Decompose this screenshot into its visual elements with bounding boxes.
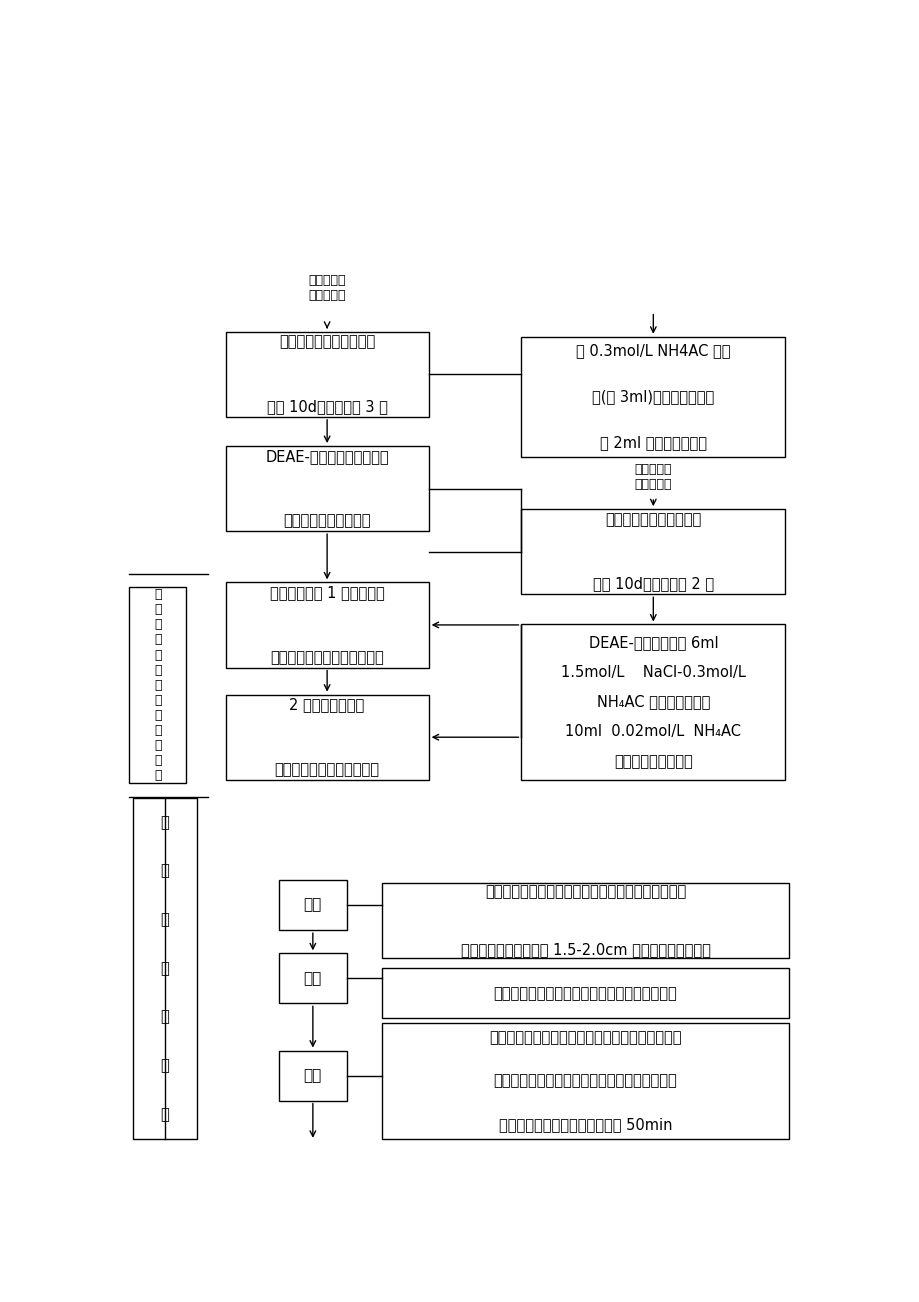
Text: 纤: 纤 bbox=[160, 913, 169, 927]
Text: DEAE-纤维素柱先用 6ml: DEAE-纤维素柱先用 6ml bbox=[588, 635, 718, 651]
Text: 换: 换 bbox=[153, 634, 162, 647]
Text: 1.5mol/L    NaCl-0.3mol/L: 1.5mol/L NaCl-0.3mol/L bbox=[561, 665, 745, 680]
Text: 维: 维 bbox=[160, 961, 169, 975]
Bar bbox=[521, 625, 784, 780]
Bar bbox=[132, 798, 197, 1139]
Text: 醋: 醋 bbox=[160, 815, 169, 829]
Text: 电泳: 电泳 bbox=[303, 1068, 322, 1083]
Text: 素: 素 bbox=[160, 1009, 169, 1025]
Text: 可直接用于纯化清蛋白: 可直接用于纯化清蛋白 bbox=[283, 513, 370, 529]
Text: 磺基水杨酸
检测蛋白质: 磺基水杨酸 检测蛋白质 bbox=[634, 464, 672, 491]
Text: 用 0.3mol/L NH4AC 缓冲: 用 0.3mol/L NH4AC 缓冲 bbox=[575, 344, 730, 358]
Text: 再: 再 bbox=[153, 664, 162, 677]
Text: 度: 度 bbox=[153, 738, 162, 751]
Text: 点样端置阴极，轻轻拉平薄膜，盖上电泳槽盖，: 点样端置阴极，轻轻拉平薄膜，盖上电泳槽盖， bbox=[494, 1074, 676, 1088]
Text: 酸: 酸 bbox=[160, 863, 169, 879]
Text: 准备: 准备 bbox=[303, 897, 322, 913]
Text: 柱: 柱 bbox=[153, 648, 162, 661]
Text: 子: 子 bbox=[153, 603, 162, 616]
Bar bbox=[382, 969, 788, 1018]
Text: 约 2ml 开始检测蛋白质: 约 2ml 开始检测蛋白质 bbox=[599, 435, 706, 450]
Text: 白: 白 bbox=[153, 724, 162, 737]
Text: 生: 生 bbox=[153, 678, 162, 691]
Text: 取浓度最高的 1 管作纯度鉴: 取浓度最高的 1 管作纯度鉴 bbox=[269, 585, 384, 600]
Text: 每管 10d，连续收集 3 管: 每管 10d，连续收集 3 管 bbox=[267, 400, 387, 414]
Text: 蛋: 蛋 bbox=[153, 708, 162, 721]
Bar bbox=[382, 883, 788, 958]
Bar bbox=[129, 587, 186, 783]
Bar bbox=[278, 953, 346, 1004]
Bar bbox=[521, 509, 784, 594]
Text: 载玻片上，在薄膜一段 1.5-2.0cm 处用铅笔标记点样线: 载玻片上，在薄膜一段 1.5-2.0cm 处用铅笔标记点样线 bbox=[460, 941, 709, 957]
Text: 定: 定 bbox=[153, 768, 162, 781]
Bar bbox=[225, 447, 428, 531]
Text: 离: 离 bbox=[153, 589, 162, 602]
Text: 和: 和 bbox=[153, 694, 162, 707]
Bar bbox=[278, 880, 346, 930]
Bar bbox=[521, 337, 784, 457]
Text: 薄: 薄 bbox=[160, 1059, 169, 1073]
Text: 定（醋酸纤维素薄膜电泳法）: 定（醋酸纤维素薄膜电泳法） bbox=[270, 650, 383, 665]
Text: 用玻片沾取样品，垂直落下于点样线并迅速提起: 用玻片沾取样品，垂直落下于点样线并迅速提起 bbox=[494, 986, 676, 1001]
Text: 每管 10d，连续收集 2 管: 每管 10d，连续收集 2 管 bbox=[592, 577, 713, 591]
Text: 将已点好样品的薄膜架在电泳槽上，点样面朝下，: 将已点好样品的薄膜架在电泳槽上，点样面朝下， bbox=[489, 1030, 681, 1044]
Text: DEAE-纤维素柱不用再生，: DEAE-纤维素柱不用再生， bbox=[265, 449, 389, 464]
Bar bbox=[225, 582, 428, 668]
Text: NH₄AC 溶液流洗，再用: NH₄AC 溶液流洗，再用 bbox=[596, 695, 709, 710]
Text: 收集含有蛋白质的洗脱液: 收集含有蛋白质的洗脱液 bbox=[278, 335, 375, 349]
Bar bbox=[278, 1051, 346, 1100]
Text: 点样: 点样 bbox=[303, 971, 322, 986]
Text: 液(约 3ml)洗脱，流出液量: 液(约 3ml)洗脱，流出液量 bbox=[592, 389, 714, 405]
Bar bbox=[382, 1023, 788, 1139]
Text: 打开电源，开始电泳，时间约为 50min: 打开电源，开始电泳，时间约为 50min bbox=[498, 1117, 672, 1133]
Text: （醋酸纤维素薄膜电泳法）: （醋酸纤维素薄膜电泳法） bbox=[274, 762, 380, 777]
Text: 2 管均作纯度鉴定: 2 管均作纯度鉴定 bbox=[289, 698, 364, 712]
Bar bbox=[225, 694, 428, 780]
Text: 膜: 膜 bbox=[160, 1107, 169, 1122]
Text: 10ml  0.02mol/L  NH₄AC: 10ml 0.02mol/L NH₄AC bbox=[564, 724, 741, 740]
Text: 交: 交 bbox=[153, 618, 162, 631]
Text: 缓冲液流洗再生平衡: 缓冲液流洗再生平衡 bbox=[613, 754, 692, 768]
Text: 收集含有清蛋白的洗脱液: 收集含有清蛋白的洗脱液 bbox=[605, 512, 700, 527]
Text: 用镊子取出薄膜，吸去多余的缓冲液，粗面朝上置于: 用镊子取出薄膜，吸去多余的缓冲液，粗面朝上置于 bbox=[484, 884, 686, 900]
Text: 鉴: 鉴 bbox=[153, 754, 162, 767]
Bar bbox=[225, 332, 428, 417]
Text: 磺基水杨酸
检测蛋白质: 磺基水杨酸 检测蛋白质 bbox=[308, 273, 346, 302]
